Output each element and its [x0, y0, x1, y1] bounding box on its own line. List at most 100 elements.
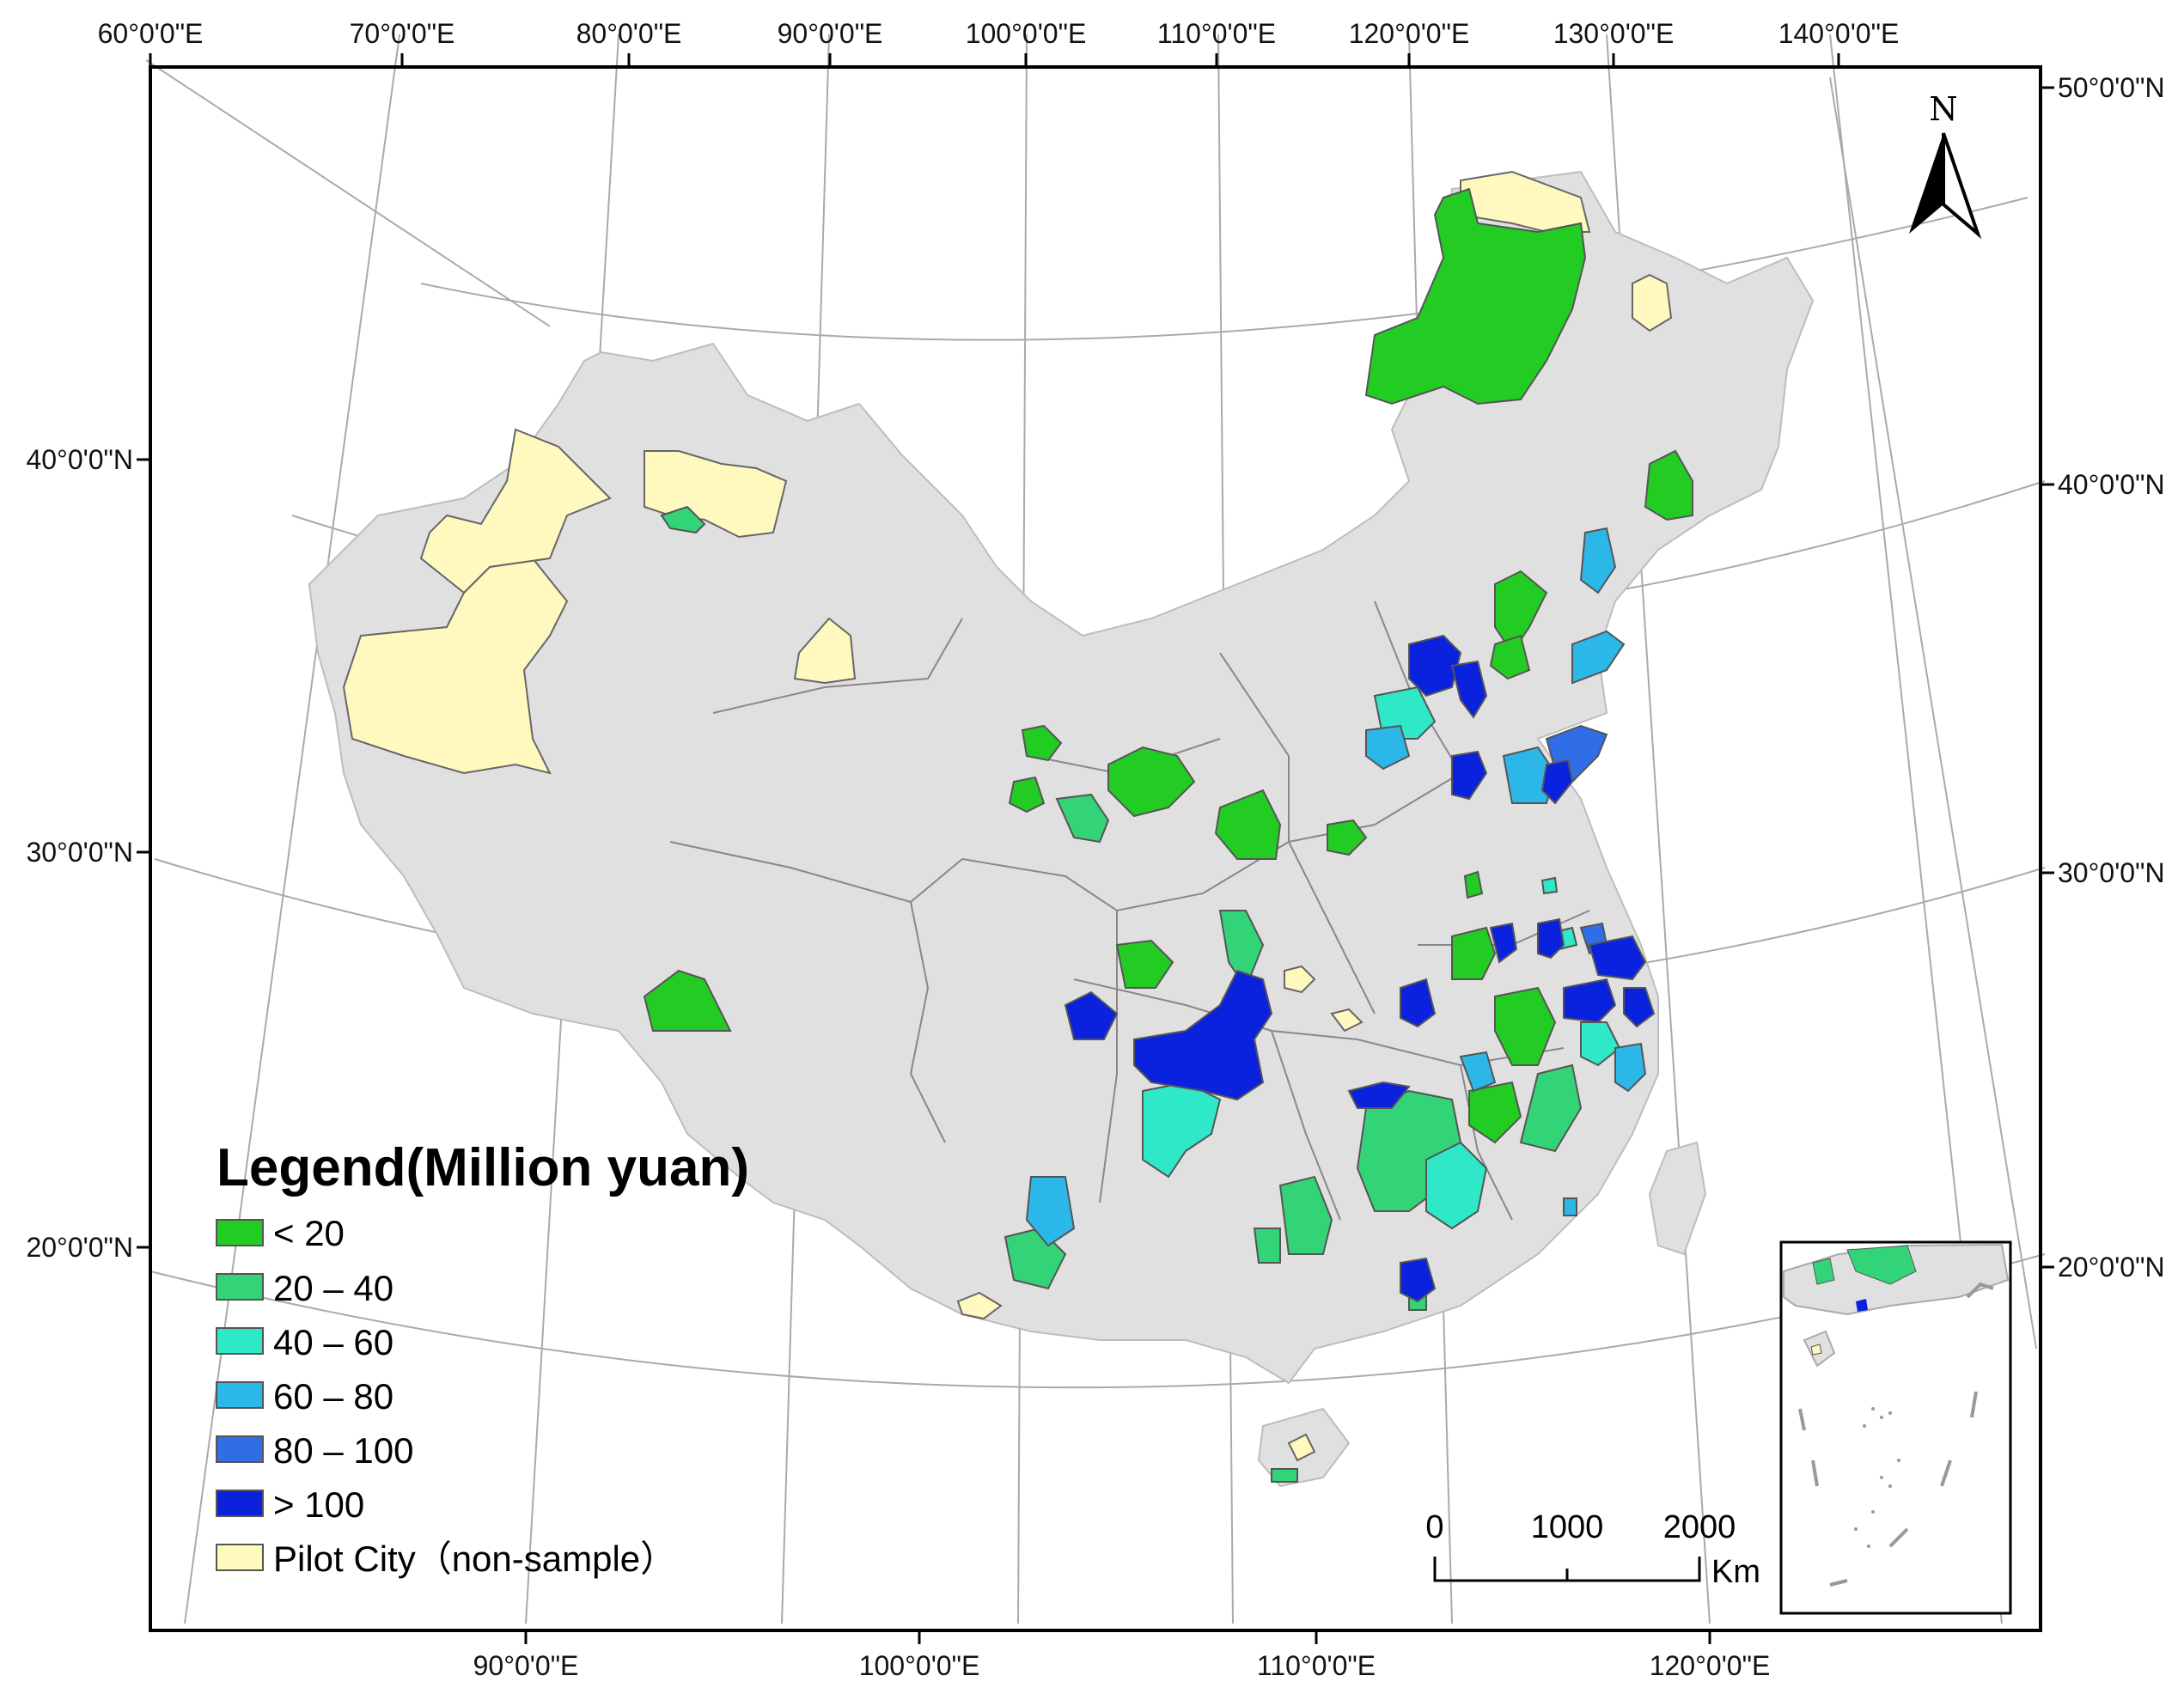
region-lt20-qinghai-small: [1008, 776, 1046, 813]
region-60to80-sichuan: [1025, 1176, 1076, 1247]
lat-label-right: 30°0'0"N: [2058, 857, 2165, 888]
region-60to80-dalian: [1571, 630, 1626, 685]
region-40to60-zhejiang: [1580, 1021, 1621, 1067]
province-borders: [669, 600, 1590, 1221]
region-lt20-henan: [1327, 819, 1368, 856]
region-40to60-hunan: [1425, 1141, 1488, 1230]
legend-swatch: [216, 1544, 264, 1571]
legend: Legend(Million yuan) < 20 20 – 40 40 – 6…: [216, 1138, 749, 1579]
pilot-city-regions: [342, 170, 1673, 1462]
region-pilot-hubei-small: [1330, 1008, 1363, 1033]
region-lt20-henan-small: [1463, 870, 1484, 899]
north-arrow-label: N: [1929, 90, 1957, 128]
bottom-longitude-labels: 90°0'0"E 100°0'0"E 110°0'0"E 120°0'0"E: [473, 1650, 1771, 1681]
lon-label-bottom: 110°0'0"E: [1257, 1650, 1376, 1681]
region-gt100-beijing: [1408, 634, 1462, 698]
region-pilot-yunnan: [956, 1291, 1003, 1320]
region-60to80-fujian-small: [1563, 1197, 1577, 1216]
region-gt100-qingdao: [1540, 759, 1574, 805]
region-gt100-henan: [1489, 922, 1518, 964]
lat-label-right: 40°0'0"N: [2058, 469, 2165, 500]
scale-bar: 0 1000 2000 Km: [1425, 1509, 1760, 1590]
south-china-sea-inset: [1779, 1240, 2012, 1615]
scale-label-1000: 1000: [1531, 1509, 1604, 1545]
region-lt20-jiangxi: [1494, 986, 1557, 1066]
region-gt100-guangdong: [1400, 1257, 1437, 1303]
north-arrow-icon: [1909, 133, 1943, 234]
region-pilot-hami: [793, 617, 857, 685]
lon-label-top: 80°0'0"E: [577, 18, 682, 49]
region-60to80-shanxi: [1365, 724, 1411, 771]
region-lt20-shaanxi: [1214, 789, 1282, 860]
region-40to60-anhui: [1540, 876, 1559, 895]
legend-label: 20 – 40: [273, 1268, 393, 1308]
region-60to80-hubei: [1459, 1051, 1497, 1093]
region-gt100-tianjin: [1450, 660, 1488, 719]
legend-swatch: [216, 1327, 264, 1355]
left-latitude-labels: 40°0'0"N 30°0'0"N 20°0'0"N: [26, 444, 133, 1263]
region-20to40-jiangxi: [1519, 1063, 1583, 1153]
region-20to40-guangxi: [1278, 1175, 1333, 1255]
region-20to40-xinjiang: [660, 505, 706, 534]
legend-label: 40 – 60: [273, 1322, 393, 1362]
legend-label: > 100: [273, 1484, 364, 1525]
map-frame: [149, 65, 2042, 1632]
region-gt100-hangzhou: [1563, 978, 1617, 1024]
legend-swatch: [216, 1219, 264, 1246]
lon-label-top: 110°0'0"E: [1157, 18, 1276, 49]
region-pilot-xinjiang-north: [419, 428, 612, 594]
region-lt20-sichuan: [1115, 939, 1174, 989]
lon-label-top: 70°0'0"E: [350, 18, 455, 49]
region-lt20-hulunbuir: [1364, 187, 1587, 405]
region-pilot-chongqing-small: [1284, 965, 1316, 994]
legend-swatch: [216, 1435, 264, 1463]
lat-label-left: 30°0'0"N: [26, 837, 133, 868]
legend-label: Pilot City（non-sample）: [273, 1539, 676, 1579]
top-longitude-labels: 60°0'0"E 70°0'0"E 80°0'0"E 90°0'0"E 100°…: [98, 18, 1900, 49]
region-gt100-hebei: [1451, 750, 1488, 801]
lat-label-right: 20°0'0"N: [2058, 1252, 2165, 1283]
lon-label-top: 130°0'0"E: [1553, 18, 1675, 49]
lon-label-bottom: 120°0'0"E: [1650, 1650, 1771, 1681]
lon-label-top: 90°0'0"E: [778, 18, 883, 49]
region-20to40-shaanxi: [1218, 910, 1265, 990]
region-lt20-hebei-mid: [1489, 634, 1531, 680]
lon-label-top: 140°0'0"E: [1778, 18, 1900, 49]
region-60to80-fujian: [1614, 1042, 1647, 1093]
legend-swatch: [216, 1490, 264, 1517]
region-pilot-heilongjiang-north: [1460, 170, 1591, 233]
region-20to40-gansu: [1055, 793, 1110, 844]
value-regions: [643, 187, 1693, 1483]
lat-label-left: 20°0'0"N: [26, 1232, 133, 1263]
region-lt20-anhui: [1451, 926, 1497, 980]
taiwan-island: [1648, 1141, 1707, 1256]
north-arrow-icon-right: [1942, 132, 1982, 240]
region-lt20-gansu: [1107, 746, 1196, 818]
lon-label-top: 100°0'0"E: [966, 18, 1087, 49]
region-lt20-jilin: [1644, 449, 1693, 521]
region-gt100-shanghai: [1588, 935, 1647, 981]
legend-title: Legend(Million yuan): [217, 1138, 749, 1197]
region-20to40-guangxi-small: [1253, 1228, 1281, 1264]
lon-label-top: 120°0'0"E: [1349, 18, 1470, 49]
right-latitude-labels: 50°0'0"N 40°0'0"N 30°0'0"N 20°0'0"N: [2058, 72, 2165, 1283]
region-lt20-fujian: [1468, 1081, 1522, 1144]
scale-label-0: 0: [1425, 1509, 1443, 1545]
north-arrow: N: [1909, 90, 1982, 240]
region-gt100-hunan: [1347, 1081, 1411, 1109]
legend-label: 60 – 80: [273, 1376, 393, 1417]
region-gt100-jiangsu: [1537, 917, 1565, 960]
legend-label: 80 – 100: [273, 1430, 414, 1471]
region-pilot-heilongjiang-east: [1632, 273, 1673, 332]
region-20to40-hainan: [1271, 1468, 1298, 1483]
scale-unit: Km: [1711, 1554, 1760, 1590]
region-60to80-liaoning: [1579, 527, 1617, 594]
region-gt100-hubei: [1400, 978, 1437, 1028]
scale-label-2000: 2000: [1663, 1509, 1736, 1545]
region-gt100-ningbo: [1623, 987, 1656, 1028]
region-gt100-chongqing: [1133, 969, 1273, 1101]
legend-swatch: [216, 1273, 264, 1301]
lon-label-top: 60°0'0"E: [98, 18, 204, 49]
lat-label-right: 50°0'0"N: [2058, 72, 2165, 103]
legend-label: < 20: [273, 1213, 345, 1253]
